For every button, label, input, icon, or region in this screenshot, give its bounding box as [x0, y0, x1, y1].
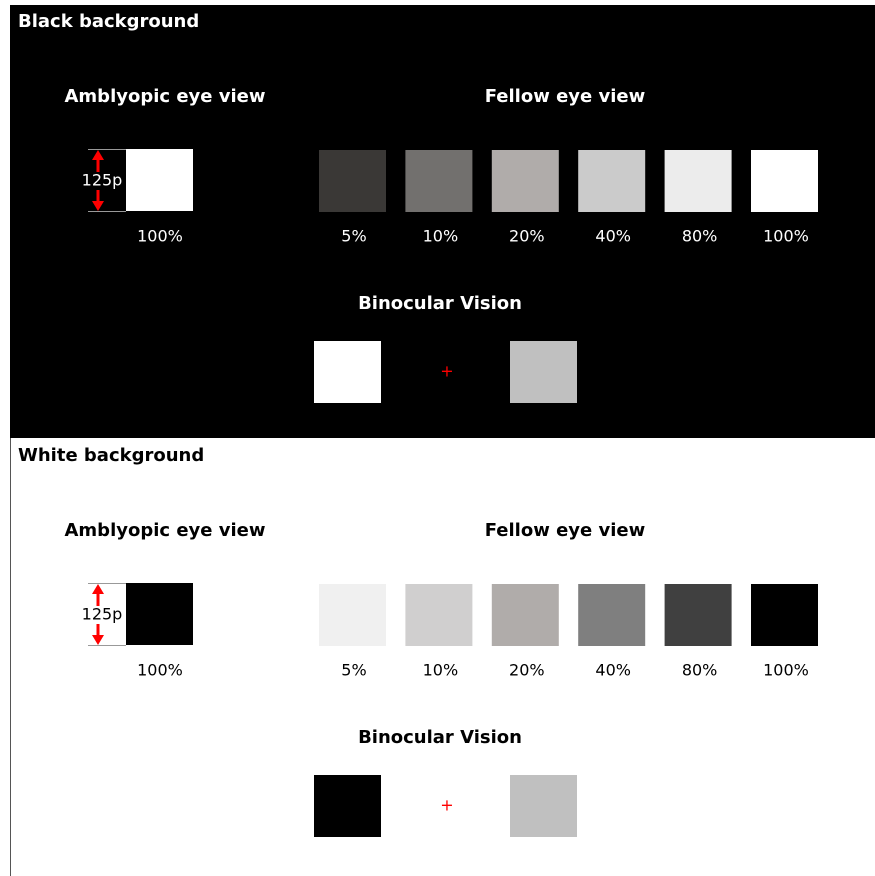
size-label: 125p	[82, 171, 123, 190]
fellow-level: 100%	[763, 661, 809, 680]
fellow-level: 80%	[682, 661, 718, 680]
amblyopic-level: 100%	[137, 661, 183, 680]
fellow-square	[405, 584, 473, 646]
fellow-level: 10%	[423, 661, 459, 680]
binocular-square	[510, 341, 577, 403]
fellow-level: 100%	[763, 227, 809, 246]
fellow-square	[319, 584, 386, 646]
size-label: 125p	[82, 605, 123, 624]
fellow-level: 80%	[682, 227, 718, 246]
fellow-square	[578, 584, 646, 646]
fellow-level: 10%	[423, 227, 459, 246]
panel-title: Black background	[18, 11, 199, 32]
fellow-label: Fellow eye view	[485, 520, 646, 541]
fellow-square	[491, 150, 559, 212]
fellow-label: Fellow eye view	[485, 86, 646, 107]
fellow-level: 40%	[595, 227, 631, 246]
binocular-square	[314, 341, 381, 403]
plus-sign: +	[440, 362, 453, 381]
fellow-level: 40%	[595, 661, 631, 680]
fellow-square	[751, 150, 818, 212]
fellow-square	[664, 584, 732, 646]
fellow-square	[578, 150, 646, 212]
amblyopic-label: Amblyopic eye view	[65, 520, 266, 541]
binocular-label: Binocular Vision	[358, 727, 522, 748]
black-panel-bg	[10, 5, 875, 438]
fellow-level: 20%	[509, 227, 545, 246]
fellow-level: 5%	[341, 661, 366, 680]
fellow-square	[751, 584, 818, 646]
size-label-bg	[80, 172, 124, 190]
fellow-square	[405, 150, 473, 212]
fellow-level: 5%	[341, 227, 366, 246]
amblyopic-square	[126, 583, 193, 645]
binocular-label: Binocular Vision	[358, 293, 522, 314]
fellow-level: 20%	[509, 661, 545, 680]
amblyopic-label: Amblyopic eye view	[65, 86, 266, 107]
amblyopic-square	[126, 149, 193, 211]
fellow-square	[491, 584, 559, 646]
fellow-square	[319, 150, 386, 212]
amblyopic-level: 100%	[137, 227, 183, 246]
binocular-square	[510, 775, 577, 837]
plus-sign: +	[440, 796, 453, 815]
size-label-bg	[80, 606, 124, 624]
binocular-square	[314, 775, 381, 837]
fellow-square	[664, 150, 732, 212]
panel-title: White background	[18, 445, 204, 466]
